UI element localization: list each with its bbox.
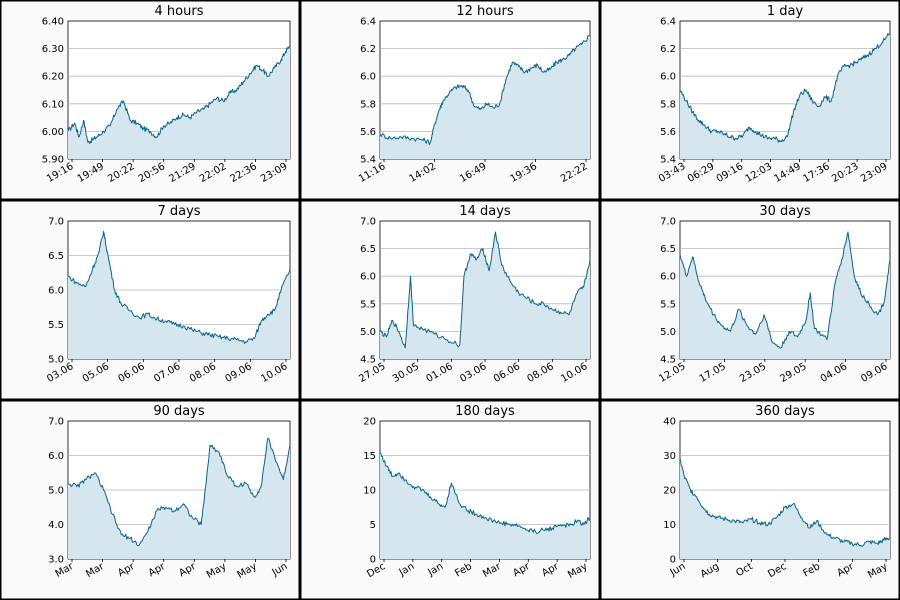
- y-tick-label: 6.30: [42, 44, 64, 55]
- y-tick-label: 7.0: [360, 217, 376, 228]
- series-line: [379, 34, 591, 145]
- y-tick-label: 4.0: [48, 520, 64, 531]
- panel-border: [600, 0, 900, 200]
- y-tick-label: 5.4: [660, 155, 676, 166]
- y-tick-label: 10: [363, 486, 376, 497]
- panel-border: [0, 200, 300, 400]
- y-tick-label: 40: [663, 417, 676, 428]
- y-tick-label: 0: [670, 555, 676, 566]
- panel-border: [0, 0, 300, 200]
- series-area: [680, 459, 890, 559]
- series-area: [68, 438, 290, 559]
- series-line: [379, 231, 591, 349]
- panel-border: [300, 200, 600, 400]
- chart-title: 14 days: [459, 204, 511, 219]
- series-area: [380, 232, 590, 359]
- panel-border: [0, 400, 300, 600]
- series-area: [680, 33, 890, 159]
- chart-title: 30 days: [759, 204, 811, 219]
- series-line: [379, 451, 591, 534]
- y-tick-label: 20: [363, 417, 376, 428]
- chart-title: 1 day: [767, 4, 804, 19]
- y-tick-label: 30: [663, 451, 676, 462]
- y-tick-label: 4.5: [360, 355, 376, 366]
- y-tick-label: 5.6: [360, 127, 376, 138]
- y-tick-label: 5.0: [48, 486, 64, 497]
- series-line: [67, 230, 291, 344]
- y-tick-label: 6.2: [360, 44, 376, 55]
- series-area: [380, 452, 590, 559]
- y-tick-label: 5.4: [360, 155, 376, 166]
- panel-border: [600, 200, 900, 400]
- y-tick-label: 4.5: [660, 355, 676, 366]
- y-tick-label: 6.0: [660, 272, 676, 283]
- chart-title: 7 days: [157, 204, 200, 219]
- y-tick-label: 6.0: [660, 72, 676, 83]
- y-tick-label: 5.5: [48, 320, 64, 331]
- series-line: [679, 231, 891, 349]
- y-tick-label: 6.4: [660, 17, 676, 28]
- y-tick-label: 6.5: [660, 244, 676, 255]
- series-line: [679, 33, 891, 143]
- y-tick-label: 5.0: [660, 327, 676, 338]
- y-tick-label: 7.0: [660, 217, 676, 228]
- y-tick-label: 10: [663, 520, 676, 531]
- panel-border: [600, 400, 900, 600]
- chart-panel: 5.45.65.86.06.26.411:16 14:02 16:49 19:36 22…: [300, 0, 600, 200]
- y-tick-label: 5.0: [48, 355, 64, 366]
- y-tick-label: 6.0: [48, 451, 64, 462]
- y-tick-label: 5.5: [360, 299, 376, 310]
- chart-panel: 4.55.05.56.06.57.027.05 30.05 01.06 03.06 06…: [300, 200, 600, 400]
- chart-title: 12 hours: [456, 4, 513, 19]
- chart-panel: 5.45.65.86.06.26.403:4306:2909:1612:0314…: [600, 0, 900, 200]
- y-tick-label: 5.8: [360, 99, 376, 110]
- y-tick-label: 6.5: [360, 244, 376, 255]
- y-tick-label: 0: [370, 555, 376, 566]
- y-tick-label: 15: [363, 451, 376, 462]
- series-area: [680, 232, 890, 359]
- y-tick-label: 6.00: [42, 127, 64, 138]
- series-line: [67, 437, 291, 547]
- y-tick-label: 6.0: [360, 72, 376, 83]
- chart-panel: 4.55.05.56.06.57.012.05 17.05 23.05 29.05 04…: [600, 200, 900, 400]
- y-tick-label: 6.10: [42, 99, 64, 110]
- panel-border: [300, 0, 600, 200]
- y-tick-label: 5.6: [660, 127, 676, 138]
- chart-panel: 5.05.56.06.57.003.06 05.06 06.06 07.06 08.06…: [0, 200, 300, 400]
- series-area: [68, 45, 290, 159]
- y-tick-label: 6.20: [42, 72, 64, 83]
- y-tick-label: 6.40: [42, 17, 64, 28]
- y-tick-label: 5: [370, 520, 376, 531]
- chart-title: 180 days: [455, 404, 515, 419]
- y-tick-label: 5.5: [660, 299, 676, 310]
- chart-title: 360 days: [755, 404, 815, 419]
- y-tick-label: 5.90: [42, 155, 64, 166]
- y-tick-label: 6.5: [48, 251, 64, 262]
- y-tick-label: 6.4: [360, 17, 376, 28]
- chart-title: 90 days: [153, 404, 205, 419]
- panel-border: [300, 400, 600, 600]
- chart-title: 4 hours: [155, 4, 204, 19]
- series-line: [679, 458, 891, 547]
- y-tick-label: 6.0: [360, 272, 376, 283]
- y-tick-label: 5.8: [660, 99, 676, 110]
- y-tick-label: 7.0: [48, 417, 64, 428]
- y-tick-label: 6.0: [48, 286, 64, 297]
- y-tick-label: 3.0: [48, 555, 64, 566]
- y-tick-label: 20: [663, 486, 676, 497]
- y-tick-label: 6.2: [660, 44, 676, 55]
- y-tick-label: 7.0: [48, 217, 64, 228]
- y-tick-label: 5.0: [360, 327, 376, 338]
- series-line: [67, 45, 291, 144]
- series-area: [68, 231, 290, 359]
